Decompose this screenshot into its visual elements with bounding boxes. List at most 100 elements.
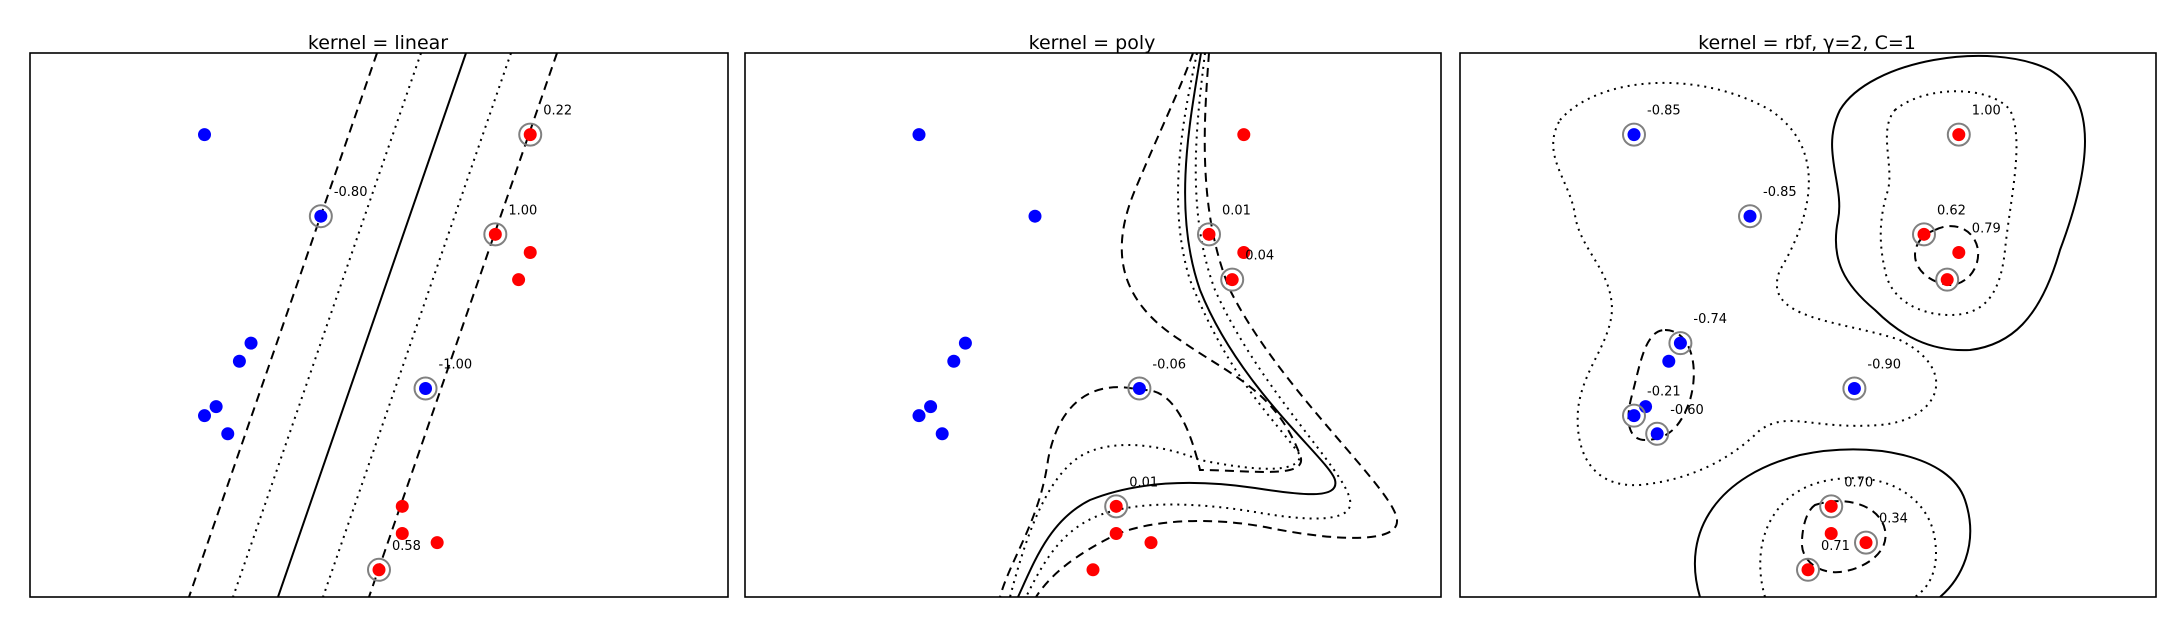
support-vector-ring xyxy=(1622,403,1646,428)
point-class-pos xyxy=(1202,227,1216,241)
margin-curve-neg-upper xyxy=(999,53,1303,597)
points-rbf: -0.85 -0.85 -0.74 -0.90 -0.21 -0.60 1.00 0.62 0.… xyxy=(1622,104,2001,582)
dual-coef-label: -0.85 xyxy=(1763,185,1797,200)
dual-coef-label: 0.01 xyxy=(1222,203,1251,218)
dual-coef-label: -0.85 xyxy=(1647,104,1681,119)
point-class-pos xyxy=(372,563,386,577)
dual-coef-label: 0.70 xyxy=(1844,475,1873,490)
point-class-pos xyxy=(1801,563,1815,577)
point-class-pos xyxy=(523,245,537,259)
point-class-pos xyxy=(1824,527,1838,541)
decision-boundary xyxy=(277,53,467,597)
panel-poly: kernel = poly -0.06 0.01 0.04 0.01 xyxy=(744,32,1442,598)
half-margin-curve-neg xyxy=(1009,53,1302,597)
support-vector-ring xyxy=(1622,122,1646,147)
dual-coef-label: -0.06 xyxy=(1152,357,1186,372)
plot-frame-linear xyxy=(29,52,729,598)
support-vector-ring xyxy=(1104,494,1129,519)
point-class-pos xyxy=(1086,563,1100,577)
point-class-pos xyxy=(523,128,537,142)
support-vector-ring xyxy=(1668,331,1693,356)
point-class-neg xyxy=(314,209,328,223)
point-class-neg xyxy=(924,400,938,414)
panel-title-poly: kernel = poly xyxy=(1029,32,1156,54)
margin-curve-neg xyxy=(1627,328,1695,442)
support-vector-ring xyxy=(1645,421,1670,446)
point-class-pos xyxy=(1859,536,1873,550)
half-margin-line-pos xyxy=(322,53,512,597)
dual-coef-label: 1.00 xyxy=(1972,104,2001,119)
point-class-neg xyxy=(912,128,926,142)
point-class-neg xyxy=(1028,209,1042,223)
dual-coef-label: 0.71 xyxy=(1821,539,1850,554)
plot-frame-poly xyxy=(744,52,1442,598)
dual-coef-label: 0.22 xyxy=(543,104,572,119)
points-linear: -0.80 -1.00 0.22 1.00 0.58 xyxy=(198,104,572,582)
point-class-neg xyxy=(1627,128,1641,142)
support-vector-ring xyxy=(1912,222,1936,247)
point-class-neg xyxy=(1662,354,1676,368)
point-class-neg xyxy=(1627,409,1641,423)
point-class-pos xyxy=(1237,128,1251,142)
decision-contours-rbf xyxy=(1552,54,2086,597)
point-class-neg xyxy=(1650,427,1664,441)
support-vector-ring xyxy=(483,222,508,247)
points-poly: -0.06 0.01 0.04 0.01 xyxy=(912,128,1274,577)
dual-coef-label: -0.90 xyxy=(1867,357,1901,372)
support-vector-ring xyxy=(518,122,543,147)
point-class-neg xyxy=(935,427,949,441)
dual-coef-label: 0.79 xyxy=(1972,221,2001,236)
dual-coef-label: 0.58 xyxy=(392,539,421,554)
half-margin-curve-pos-lower xyxy=(1759,477,1937,597)
support-vector-ring xyxy=(1842,376,1867,401)
dual-coef-label: -0.74 xyxy=(1693,312,1727,327)
point-class-pos xyxy=(1109,527,1123,541)
plot-frame-rbf xyxy=(1459,52,2157,598)
point-class-neg xyxy=(1673,336,1687,350)
support-vector-ring xyxy=(1854,530,1878,555)
decision-boundary-upper xyxy=(1831,54,2086,352)
support-vector-ring xyxy=(1220,267,1245,292)
decision-contours-poly xyxy=(999,53,1399,597)
support-vector-ring xyxy=(1738,204,1762,229)
dual-coef-label: 0.04 xyxy=(1245,249,1274,264)
point-class-pos xyxy=(430,536,444,550)
point-class-pos xyxy=(488,227,502,241)
point-class-neg xyxy=(419,381,433,395)
point-class-pos xyxy=(1917,227,1931,241)
point-class-pos xyxy=(1225,273,1239,287)
point-class-neg xyxy=(1132,381,1146,395)
point-class-neg xyxy=(221,427,235,441)
support-vector-ring xyxy=(1796,557,1820,582)
point-class-neg xyxy=(1847,381,1861,395)
dual-coef-label: -0.21 xyxy=(1647,385,1681,400)
panel-rbf: kernel = rbf, γ=2, C=1 -0.85 -0.85 -0.74 -0… xyxy=(1459,32,2157,598)
point-class-neg xyxy=(912,409,926,423)
support-vector-ring xyxy=(1819,494,1844,519)
point-class-pos xyxy=(1940,273,1954,287)
decision-boundary-poly xyxy=(1017,53,1337,597)
point-class-pos xyxy=(1109,499,1123,513)
dual-coef-label: -1.00 xyxy=(439,357,473,372)
margin-line-neg xyxy=(188,53,378,597)
point-class-neg xyxy=(198,128,211,142)
dual-coef-label: 0.01 xyxy=(1129,475,1158,490)
half-margin-line-neg xyxy=(232,53,422,597)
dual-coef-label: 1.00 xyxy=(508,203,537,218)
point-class-pos xyxy=(395,499,409,513)
point-class-pos xyxy=(1952,128,1966,142)
decision-boundary-lower xyxy=(1694,448,1972,597)
support-vector-ring xyxy=(1127,376,1152,401)
point-class-neg xyxy=(947,354,961,368)
dual-coef-label: 0.62 xyxy=(1937,203,1966,218)
point-class-pos xyxy=(1824,499,1838,513)
point-class-neg xyxy=(209,400,223,414)
decision-contours-linear xyxy=(188,53,558,597)
support-vector-ring xyxy=(308,204,333,229)
point-class-neg xyxy=(198,409,211,423)
dual-coef-label: 0.34 xyxy=(1879,512,1908,527)
half-margin-curve-pos xyxy=(1025,53,1352,597)
support-vector-ring xyxy=(413,376,438,401)
panel-title-rbf: kernel = rbf, γ=2, C=1 xyxy=(1698,32,1916,54)
